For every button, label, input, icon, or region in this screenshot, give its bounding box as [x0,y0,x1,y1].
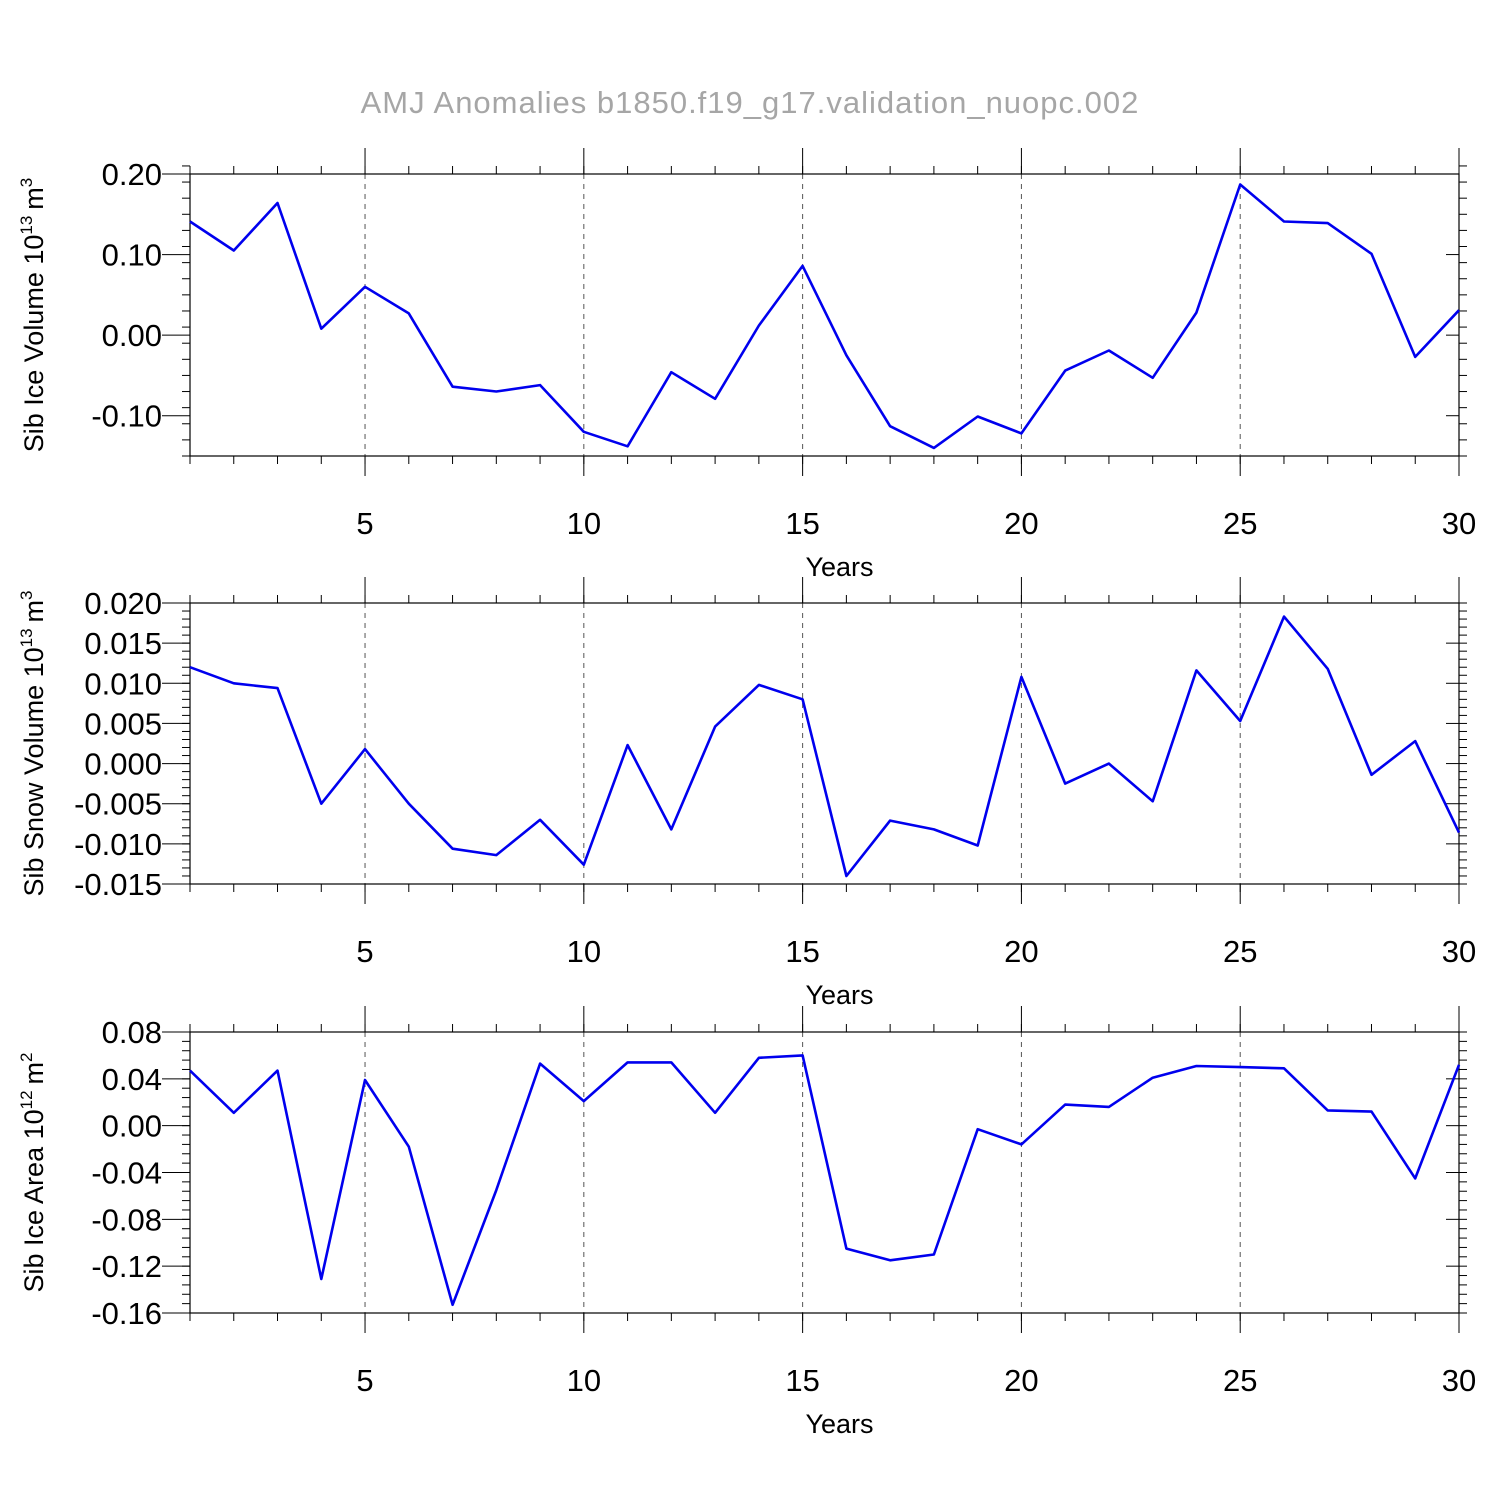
y-tick-label: -0.010 [74,827,162,862]
x-tick-label: 25 [1223,934,1257,969]
y-tick-label: -0.005 [74,787,162,822]
x-tick-label: 5 [356,1363,373,1398]
x-axis-label: Years [805,1409,873,1439]
y-axis-label-unit-exponent: 3 [17,590,36,599]
x-tick-label: 15 [785,1363,819,1398]
y-tick-label: -0.015 [74,867,162,902]
x-tick-label: 10 [567,1363,601,1398]
y-tick-label: -0.04 [91,1156,162,1191]
x-tick-label: 30 [1442,1363,1476,1398]
y-axis-label-text: Sib Ice Area 10 [19,1109,49,1292]
series-line [189,615,1461,878]
plot-frame [189,173,1460,457]
y-tick-label: 0.20 [102,157,162,192]
y-tick-label: 0.00 [102,1109,162,1144]
x-tick-label: 30 [1442,506,1476,541]
y-tick-label: 0.10 [102,238,162,273]
y-tick-label: -0.16 [91,1296,162,1331]
x-tick-label: 20 [1004,506,1038,541]
y-axis-label: Sib Ice Volume 1013 m3 [17,178,49,453]
y-tick-label: 0.020 [84,586,162,621]
x-axis-label: Years [805,980,873,1010]
figure-title: AMJ Anomalies b1850.f19_g17.validation_n… [361,85,1140,120]
panel-3: 5 10 15 20 25 30 -0.16 -0.12 -0.08 -0.04 0.00 0.04 0… [17,1006,1476,1439]
y-axis-label-text: Sib Ice Volume 10 [19,235,49,453]
y-axis-label-exponent: 13 [17,216,36,235]
y-axis-label: Sib Ice Area 1012 m2 [17,1052,49,1292]
y-axis-label-unit: m [19,600,49,623]
x-tick-label: 10 [567,506,601,541]
y-tick-label: 0.000 [84,747,162,782]
y-axis-label: Sib Snow Volume 1013 m3 [17,590,49,896]
x-tick-label: 10 [567,934,601,969]
y-tick-label: 0.015 [84,626,162,661]
x-tick-label: 5 [356,934,373,969]
plot-frame [189,602,1460,885]
x-axis-label: Years [805,552,873,582]
y-tick-label: 0.010 [84,666,162,701]
y-tick-label: 0.00 [102,318,162,353]
x-tick-label: 25 [1223,506,1257,541]
x-tick-label: 5 [356,506,373,541]
plot-frame [189,1031,1460,1314]
y-axis-label-unit: m [19,1062,49,1085]
y-axis-label-unit-exponent: 3 [17,178,36,187]
panel-2: 5 10 15 20 25 30 -0.015 -0.010 -0.005 0.000 0.005 0… [17,577,1476,1010]
y-axis-label-exponent: 13 [17,628,36,647]
x-tick-label: 30 [1442,934,1476,969]
y-axis-label-text: Sib Snow Volume 10 [19,647,49,896]
y-tick-label: -0.10 [91,399,162,434]
series-line [189,1054,1461,1307]
x-tick-label: 15 [785,506,819,541]
y-axis-label-unit-exponent: 2 [17,1052,36,1061]
series-line [189,183,1460,450]
y-tick-label: 0.04 [102,1062,162,1097]
y-tick-label: 0.005 [84,706,162,741]
x-tick-label: 20 [1004,934,1038,969]
x-tick-label: 15 [785,934,819,969]
x-tick-label: 20 [1004,1363,1038,1398]
y-tick-label: -0.08 [91,1202,162,1237]
y-axis-label-unit: m [19,187,49,210]
y-tick-label: 0.08 [102,1015,162,1050]
panel-1: 5 10 15 20 25 30 -0.10 0.00 0.10 0.20 Years Sib Ice… [17,148,1476,582]
x-tick-label: 25 [1223,1363,1257,1398]
y-tick-label: -0.12 [91,1249,162,1284]
y-axis-label-exponent: 12 [17,1090,36,1109]
